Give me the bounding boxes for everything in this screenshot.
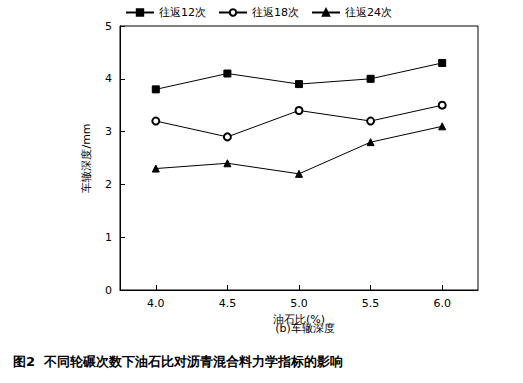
svg-text:3: 3 — [105, 125, 112, 138]
svg-text:6.0: 6.0 — [433, 297, 451, 310]
svg-text:往返24次: 往返24次 — [345, 6, 392, 19]
svg-text:2: 2 — [105, 178, 112, 191]
svg-text:(b)车辙深度: (b)车辙深度 — [275, 322, 335, 335]
svg-text:0: 0 — [105, 284, 112, 297]
svg-text:往返12次: 往返12次 — [159, 6, 206, 19]
svg-text:图2 不同轮碾次数下油石比对沥青混合料力学指标的影响: 图2 不同轮碾次数下油石比对沥青混合料力学指标的影响 — [13, 354, 343, 369]
svg-text:4: 4 — [105, 72, 112, 85]
svg-text:油石比(%): 油石比(%) — [273, 313, 325, 326]
svg-text:往返18次: 往返18次 — [252, 6, 299, 19]
svg-text:1: 1 — [105, 231, 112, 244]
svg-text:5: 5 — [105, 20, 112, 33]
svg-text:4.0: 4.0 — [147, 297, 165, 310]
svg-text:5.5: 5.5 — [362, 297, 380, 310]
svg-text:5.0: 5.0 — [290, 297, 308, 310]
svg-text:4.5: 4.5 — [219, 297, 237, 310]
svg-text:车辙深度/mm: 车辙深度/mm — [80, 123, 93, 192]
